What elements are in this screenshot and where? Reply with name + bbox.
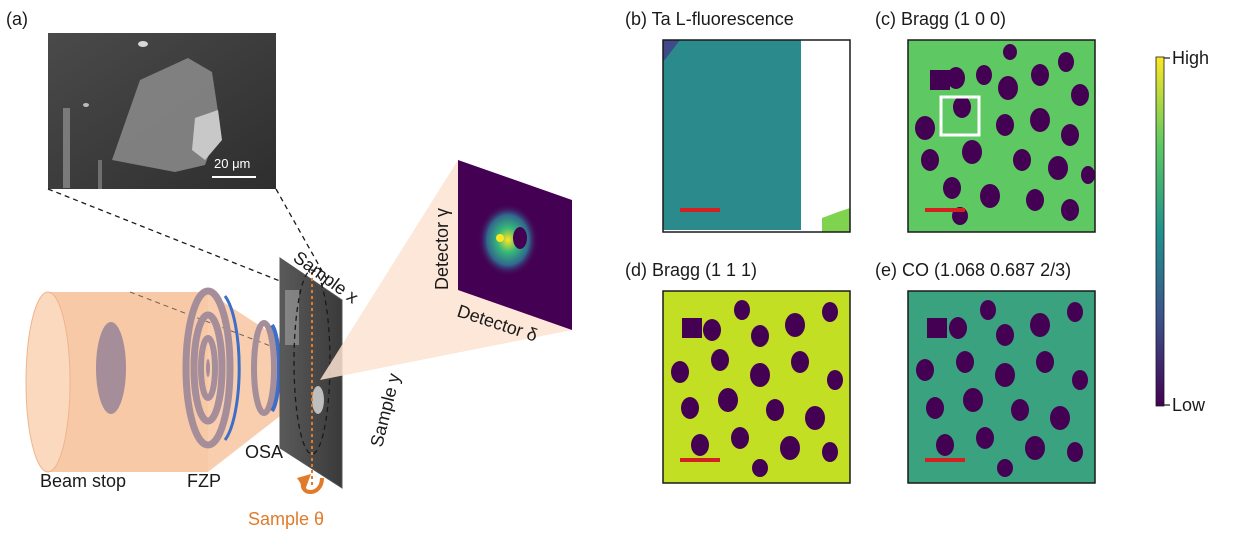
map-e-title: (e) CO (1.068 0.687 2/3) xyxy=(875,260,1071,280)
colorbar-low-label: Low xyxy=(1172,395,1206,415)
colorbar-high-label: High xyxy=(1172,48,1209,68)
rotation-arrow xyxy=(297,474,324,494)
map-d-title: (d) Bragg (1 1 1) xyxy=(625,260,757,280)
sample-y-label: Sample y xyxy=(366,371,404,449)
fzp-label: FZP xyxy=(187,471,221,491)
map-d xyxy=(662,290,851,484)
beam-stop-label: Beam stop xyxy=(40,471,126,491)
map-c-title: (c) Bragg (1 0 0) xyxy=(875,9,1006,29)
sample-theta-label: Sample θ xyxy=(248,509,324,529)
diffracted-cone xyxy=(320,160,572,380)
panel-a-label: (a) xyxy=(6,9,28,29)
map-c-roi-box xyxy=(939,95,981,137)
map-c xyxy=(907,39,1096,233)
sem-image: 20 μm xyxy=(48,33,276,189)
map-b-title: (b) Ta L-fluorescence xyxy=(625,9,794,29)
map-b xyxy=(662,39,851,233)
detector xyxy=(458,160,572,330)
fzp-rings xyxy=(182,287,241,449)
osa xyxy=(251,320,282,416)
sample-plate xyxy=(279,257,343,489)
colorbar xyxy=(1155,56,1170,407)
detector-gamma-label: Detector γ xyxy=(432,208,452,290)
beam-stop xyxy=(96,322,126,414)
osa-label: OSA xyxy=(245,442,283,462)
map-e xyxy=(907,290,1096,484)
sem-scale-label: 20 μm xyxy=(214,156,250,171)
